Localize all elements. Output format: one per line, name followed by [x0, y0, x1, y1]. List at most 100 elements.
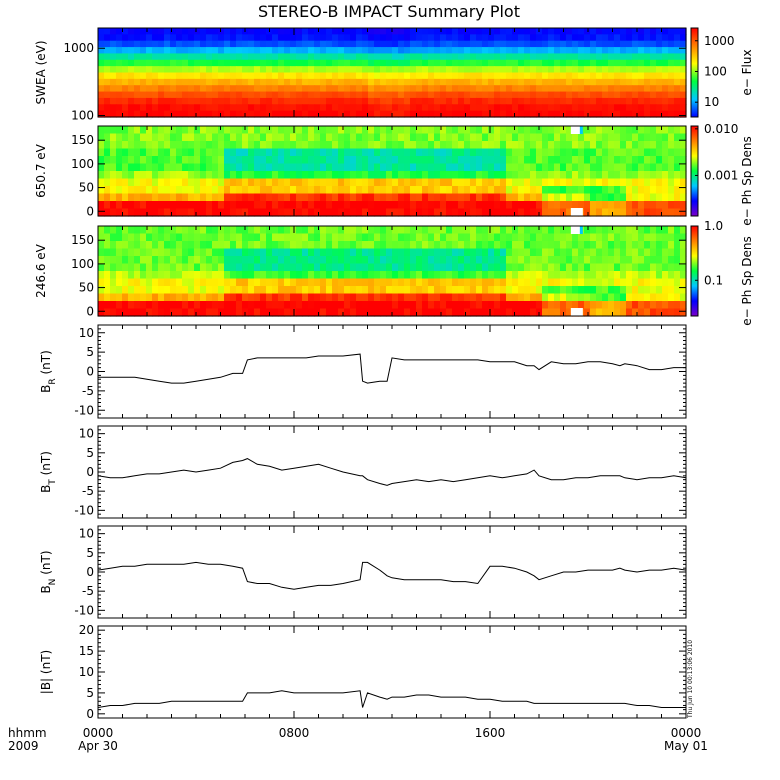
heatmap-cell — [578, 34, 585, 42]
heatmap-cell — [230, 133, 237, 142]
heatmap-cell — [542, 171, 549, 180]
heatmap-cell — [494, 104, 501, 112]
heatmap-cell — [224, 286, 231, 295]
heatmap-cell — [500, 133, 507, 142]
heatmap-cell — [248, 53, 255, 61]
heatmap-cell — [98, 59, 105, 67]
heatmap-cell — [674, 293, 681, 302]
heatmap-cell — [512, 110, 519, 118]
heatmap-cell — [248, 186, 255, 195]
heatmap-cell — [164, 141, 171, 150]
heatmap-cell — [260, 308, 267, 317]
heatmap-cell — [110, 104, 117, 112]
heatmap-cell — [296, 163, 303, 172]
heatmap-cell — [668, 126, 675, 135]
heatmap-cell — [110, 66, 117, 74]
heatmap-cell — [662, 156, 669, 165]
heatmap-cell — [206, 148, 213, 157]
heatmap-cell — [440, 186, 447, 195]
heatmap-cell — [230, 208, 237, 217]
heatmap-cell — [356, 104, 363, 112]
heatmap-cell — [158, 66, 165, 74]
heatmap-cell — [458, 233, 465, 242]
heatmap-cell — [392, 148, 399, 157]
heatmap-cell — [542, 263, 549, 272]
heatmap-cell — [488, 301, 495, 310]
heatmap-cell — [362, 301, 369, 310]
heatmap-cell — [488, 248, 495, 257]
heatmap-cell — [410, 156, 417, 165]
y-axis-label: BT (nT) — [39, 451, 58, 493]
heatmap-cell — [566, 256, 573, 265]
heatmap-cell — [458, 201, 465, 210]
heatmap-cell — [356, 148, 363, 157]
heatmap-cell — [344, 271, 351, 280]
heatmap-cell — [338, 97, 345, 105]
heatmap-cell — [134, 78, 141, 86]
heatmap-cell — [536, 47, 543, 55]
heatmap-cell — [482, 201, 489, 210]
heatmap-cell — [236, 248, 243, 257]
heatmap-cell — [230, 78, 237, 86]
heatmap-cell — [560, 53, 567, 61]
heatmap-cell — [302, 163, 309, 172]
heatmap-cell — [302, 40, 309, 48]
heatmap-cell — [134, 193, 141, 202]
heatmap-cell — [482, 91, 489, 99]
heatmap-cell — [500, 47, 507, 55]
heatmap-cell — [326, 85, 333, 93]
heatmap-cell — [428, 241, 435, 250]
heatmap-cell — [446, 241, 453, 250]
heatmap-cell — [446, 53, 453, 61]
heatmap-cell — [242, 156, 249, 165]
heatmap-cell — [314, 271, 321, 280]
heatmap-cell — [320, 133, 327, 142]
heatmap-cell — [446, 186, 453, 195]
heatmap-cell — [500, 104, 507, 112]
heatmap-cell — [464, 110, 471, 118]
heatmap-cell — [290, 278, 297, 287]
y-tick-label: 0 — [86, 304, 94, 318]
heatmap-cell — [500, 66, 507, 74]
heatmap-cell — [272, 193, 279, 202]
heatmap-cell — [248, 40, 255, 48]
heatmap-cell — [656, 141, 663, 150]
x-tick-label: 0000 — [671, 726, 702, 740]
heatmap-cell — [416, 248, 423, 257]
heatmap-cell — [212, 308, 219, 317]
heatmap-cell — [98, 34, 105, 42]
heatmap-cell — [620, 85, 627, 93]
heatmap-cell — [596, 308, 603, 317]
heatmap-cell — [524, 66, 531, 74]
heatmap-cell — [476, 28, 483, 35]
heatmap-cell — [446, 104, 453, 112]
heatmap-cell — [524, 133, 531, 142]
heatmap-cell — [110, 278, 117, 287]
heatmap-cell — [488, 201, 495, 210]
heatmap-cell — [440, 286, 447, 295]
heatmap-cell — [632, 271, 639, 280]
y-tick-label: -5 — [82, 384, 94, 398]
heatmap-cell — [122, 34, 129, 42]
heatmap-cell — [308, 141, 315, 150]
heatmap-cell — [308, 104, 315, 112]
heatmap-cell — [458, 72, 465, 80]
heatmap-cell — [128, 178, 135, 187]
heatmap-cell — [650, 241, 657, 250]
heatmap-cell — [590, 47, 597, 55]
heatmap-cell — [662, 59, 669, 67]
heatmap-cell — [470, 34, 477, 42]
heatmap-cell — [554, 78, 561, 86]
heatmap-cell — [380, 163, 387, 172]
heatmap-cell — [440, 72, 447, 80]
heatmap-cell — [350, 91, 357, 99]
heatmap-cell — [626, 28, 633, 35]
heatmap-cell — [602, 233, 609, 242]
heatmap-cell — [392, 66, 399, 74]
heatmap-cell — [656, 308, 663, 317]
heatmap-cell — [458, 110, 465, 118]
heatmap-cell — [470, 72, 477, 80]
heatmap-cell — [320, 186, 327, 195]
y-tick-label: -5 — [82, 584, 94, 598]
heatmap-cell — [386, 126, 393, 135]
